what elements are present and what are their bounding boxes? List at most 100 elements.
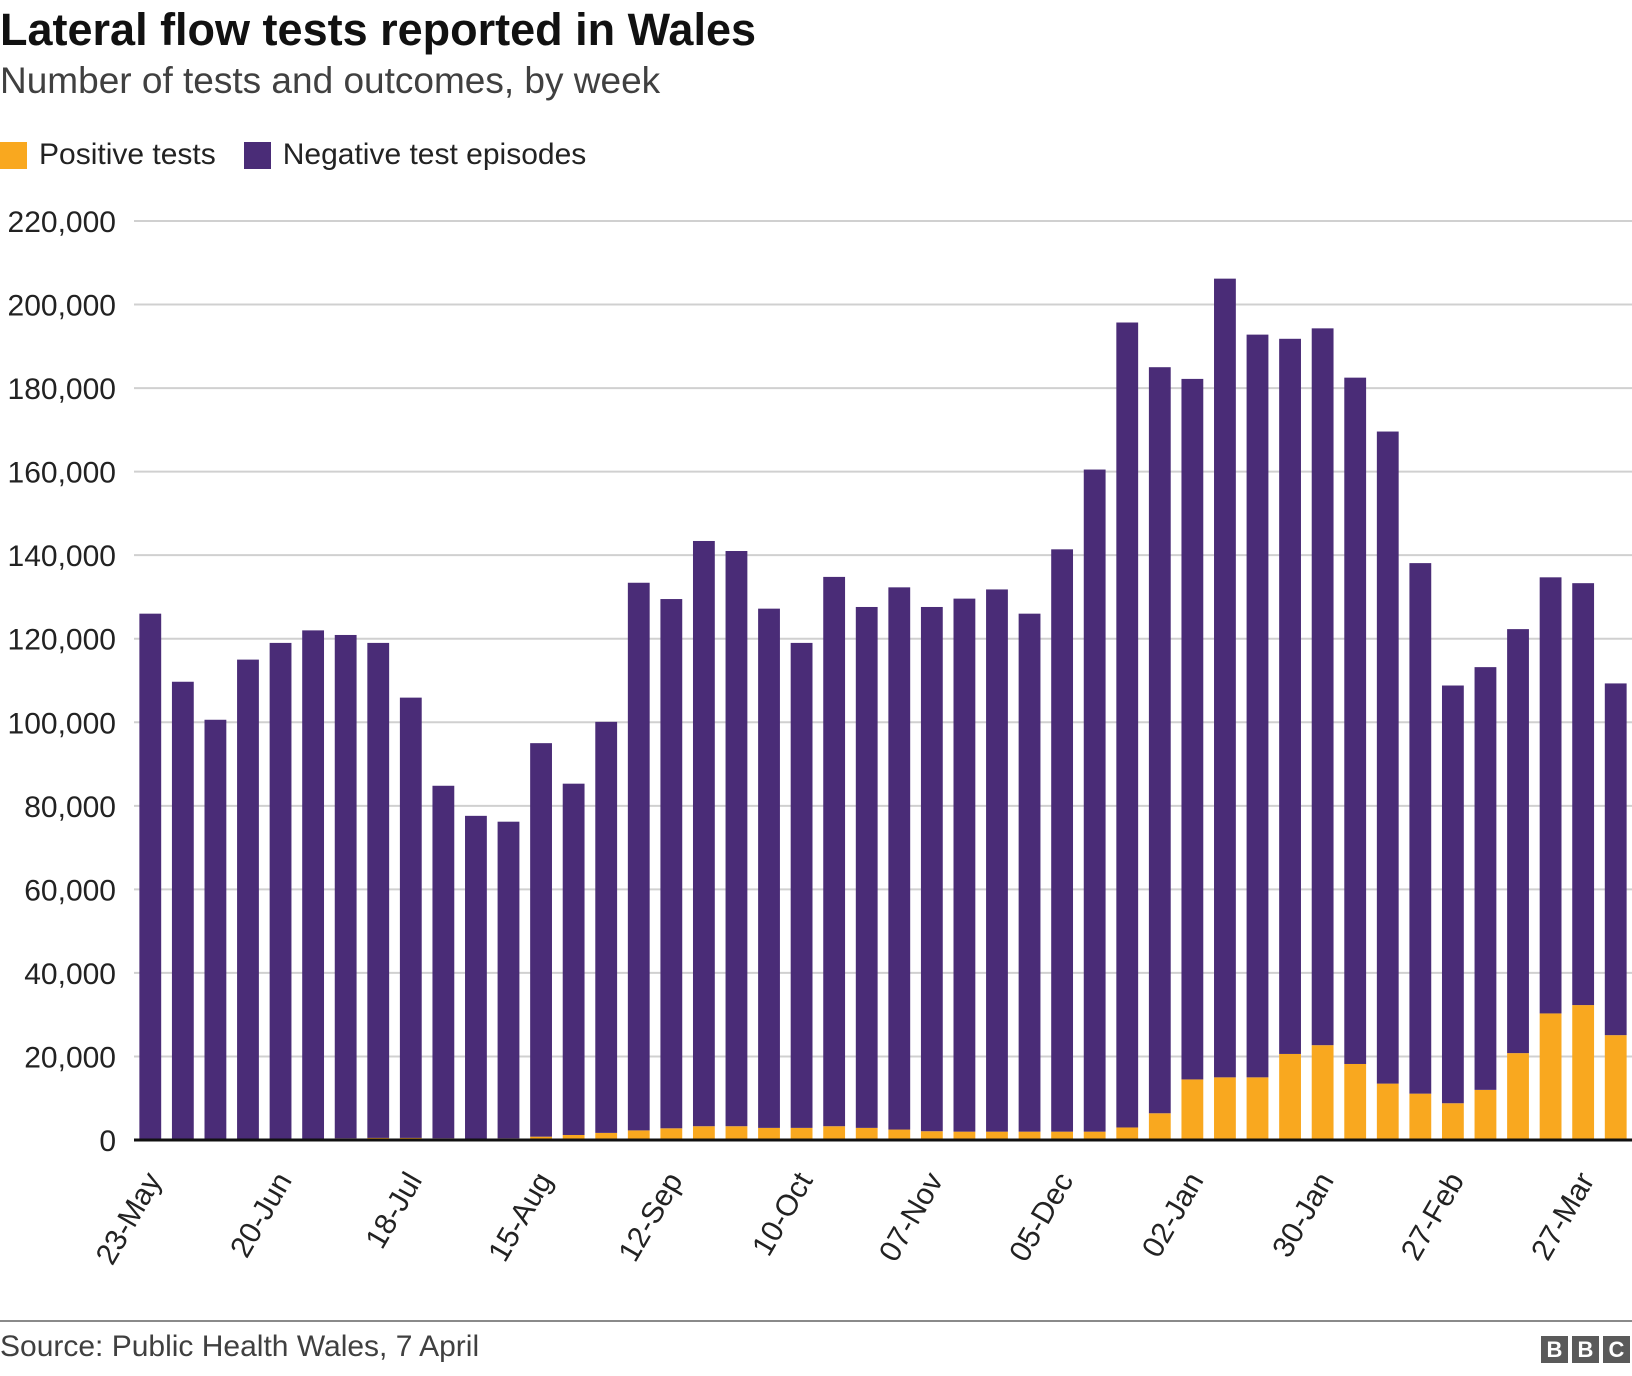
bar-positive: [1246, 1077, 1269, 1140]
y-tick-label: 140,000: [8, 540, 116, 573]
bar-negative: [790, 642, 813, 1128]
y-tick-label: 180,000: [8, 373, 116, 406]
bar-negative: [1018, 613, 1041, 1132]
bar-positive: [920, 1131, 943, 1140]
x-tick-label: 02-Jan: [1136, 1167, 1210, 1263]
bar-positive: [562, 1134, 585, 1140]
y-axis-ticks: 0 20,000 40,000 60,000 80,000 100,000 120,000 1…: [8, 206, 116, 1158]
legend-swatch-positive: [0, 141, 27, 169]
bar-positive: [1051, 1131, 1074, 1140]
bar-positive: [1409, 1093, 1432, 1140]
bar-negative: [302, 630, 325, 1139]
bar-negative: [1116, 322, 1139, 1128]
bar-negative: [1441, 685, 1464, 1104]
bar-negative: [725, 551, 748, 1127]
bar-negative: [758, 608, 780, 1128]
bar-negative: [627, 582, 650, 1131]
bar-negative: [1539, 577, 1562, 1014]
bbc-logo-letter: B: [1572, 1336, 1599, 1363]
bar-negative: [1181, 378, 1204, 1080]
bar-negative: [1344, 377, 1367, 1064]
legend-label-negative: Negative test episodes: [282, 138, 587, 171]
bar-positive: [823, 1126, 846, 1140]
bar-negative: [432, 785, 455, 1139]
bar-negative: [1311, 328, 1334, 1046]
y-tick-label: 60,000: [24, 874, 116, 907]
legend-swatch-negative: [243, 141, 271, 169]
bar-positive: [1214, 1077, 1236, 1140]
legend-item-negative: Negative test episodes: [243, 138, 587, 172]
bar-negative: [530, 743, 552, 1137]
bar-negative: [986, 589, 1008, 1132]
bar-negative: [920, 606, 943, 1132]
y-tick-label: 0: [99, 1125, 116, 1158]
bar-negative: [171, 681, 194, 1140]
bar-negative: [855, 606, 878, 1128]
bar-positive: [1376, 1083, 1399, 1140]
bar-negative: [204, 719, 227, 1140]
y-tick-label: 40,000: [24, 958, 116, 991]
legend-label-positive: Positive tests: [39, 138, 216, 171]
x-tick-label: 27-Feb: [1395, 1167, 1471, 1266]
bar-positive: [1279, 1053, 1301, 1140]
bar-positive: [1344, 1063, 1367, 1140]
bar-positive: [1181, 1079, 1204, 1140]
bar-negative: [823, 576, 846, 1127]
bars: [134, 278, 1632, 1142]
bar-negative: [692, 540, 715, 1127]
gridlines: [134, 220, 1632, 1058]
bar-negative: [1376, 431, 1399, 1084]
y-tick-label: 160,000: [8, 457, 116, 490]
x-tick-label: 07-Nov: [873, 1167, 950, 1267]
x-tick-label: 05-Dec: [1003, 1167, 1080, 1267]
bar-positive: [1572, 1005, 1595, 1140]
y-tick-label: 120,000: [8, 624, 116, 657]
y-tick-label: 200,000: [8, 290, 116, 323]
bar-positive: [1441, 1103, 1464, 1140]
bar-negative: [1474, 667, 1497, 1090]
y-tick-label: 20,000: [24, 1041, 116, 1074]
x-tick-label: 10-Oct: [746, 1166, 820, 1261]
chart-plot: 0 20,000 40,000 60,000 80,000 100,000 120,000 1…: [8, 206, 1632, 1270]
bbc-logo: B B C: [1537, 1336, 1630, 1363]
bar-positive: [627, 1130, 650, 1140]
bar-positive: [1604, 1035, 1627, 1140]
x-axis-ticks: 23-May 20-Jun 18-Jul 15-Aug 12-Sep 10-Oct 07-N…: [90, 1166, 1601, 1270]
bar-positive: [660, 1128, 683, 1140]
bar-negative: [953, 598, 976, 1132]
bar-negative: [1051, 549, 1074, 1132]
bar-negative: [1409, 563, 1432, 1094]
bar-negative: [1604, 683, 1627, 1036]
x-tick-label: 12-Sep: [612, 1167, 689, 1267]
legend: Positive tests Negative test episodes: [0, 137, 614, 173]
bar-negative: [1083, 469, 1106, 1132]
bar-negative: [888, 587, 911, 1130]
bar-positive: [986, 1131, 1008, 1140]
y-tick-label: 220,000: [8, 206, 116, 239]
bar-positive: [1116, 1127, 1139, 1140]
bar-negative: [334, 634, 357, 1139]
bar-positive: [1507, 1053, 1529, 1140]
bar-positive: [1083, 1131, 1106, 1140]
bar-negative: [237, 659, 259, 1140]
bar-negative: [595, 721, 618, 1133]
x-tick-label: 15-Aug: [482, 1167, 559, 1267]
bar-positive: [530, 1136, 552, 1140]
bar-positive: [1539, 1013, 1562, 1140]
y-tick-label: 100,000: [8, 707, 116, 740]
x-tick-label: 30-Jan: [1266, 1167, 1340, 1263]
bar-negative: [1507, 629, 1529, 1054]
bar-positive: [692, 1126, 715, 1140]
bar-positive: [1018, 1131, 1041, 1140]
bar-negative: [660, 599, 683, 1129]
bar-positive: [1311, 1045, 1334, 1140]
x-tick-label: 27-Mar: [1525, 1167, 1601, 1266]
bar-negative: [367, 642, 390, 1138]
x-tick-label: 20-Jun: [224, 1167, 298, 1263]
bar-negative: [1572, 583, 1595, 1006]
bar-negative: [399, 697, 422, 1138]
bbc-logo-letter: C: [1603, 1336, 1630, 1363]
bar-negative: [465, 815, 487, 1139]
bar-negative: [269, 642, 292, 1140]
bar-negative: [139, 613, 162, 1140]
